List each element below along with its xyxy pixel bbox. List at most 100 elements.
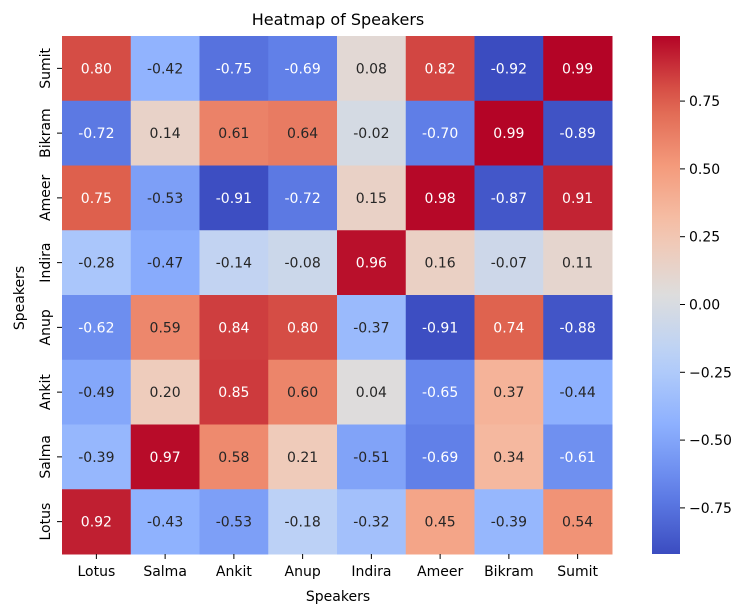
cell-value-label: 0.85 [218,385,249,401]
cell-value-label: 0.14 [150,126,181,142]
cell-value-label: -0.49 [78,385,114,401]
heatmap-cell [337,489,407,555]
chart-title: Heatmap of Speakers [252,10,425,29]
heatmap-cell [337,230,407,296]
heatmap-cell [268,165,338,231]
cell-value-label: -0.53 [147,191,183,207]
colorbar-tick-label: −0.25 [689,365,732,381]
cell-value-label: 0.58 [218,450,249,466]
x-tick-label: Indira [351,564,391,580]
cell-value-label: 0.08 [356,61,387,77]
cell-value-label: 0.20 [150,385,181,401]
heatmap-cell [337,424,407,490]
x-tick-label: Bikram [484,564,534,580]
cell-value-label: 0.59 [150,320,181,336]
heatmap-cell [199,295,269,361]
cell-value-label: -0.62 [78,320,114,336]
heatmap-cell [268,489,338,555]
x-axis-label: Speakers [306,589,370,605]
cell-value-label: -0.69 [285,61,321,77]
cell-value-label: -0.02 [353,126,389,142]
cell-value-label: 0.61 [218,126,249,142]
heatmap-cell [62,230,132,296]
y-tick-label: Salma [38,435,54,479]
heatmap-cell [405,36,475,102]
cell-value-label: -0.37 [353,320,389,336]
cell-value-label: -0.72 [285,191,321,207]
y-tick-label: Lotus [38,503,54,541]
cell-value-label: -0.65 [422,385,458,401]
y-tick-label: Ameer [38,175,54,221]
cell-value-label: -0.32 [353,515,389,531]
heatmap-cell [405,100,475,166]
heatmap-cell [199,230,269,296]
heatmap-cell [62,359,132,425]
heatmap-cell [199,489,269,555]
x-tick-label: Ankit [216,564,252,580]
colorbar: −0.75 −0.50 −0.25 0.00 0.25 0.50 0.75 [652,36,732,554]
y-tick-label: Bikram [38,108,54,158]
heatmap-cell-labels: 0.80 -0.42 -0.75 -0.69 0.08 0.82 -0.92 0.99 -0.7… [78,61,596,530]
cell-value-label: -0.44 [560,385,596,401]
heatmap-cell [543,359,613,425]
colorbar-tick-label: 0.50 [689,162,720,178]
heatmap-cell [474,295,544,361]
cell-value-label: -0.39 [491,515,527,531]
cell-value-label: -0.88 [560,320,596,336]
heatmap-cell [130,36,200,102]
cell-value-label: -0.75 [216,61,252,77]
heatmap-cell [268,36,338,102]
heatmap-cell [474,100,544,166]
cell-value-label: 0.75 [81,191,112,207]
cell-value-label: -0.61 [560,450,596,466]
heatmap-cell [199,165,269,231]
heatmap-cell [199,359,269,425]
heatmap-cell [130,359,200,425]
heatmap-cell [62,424,132,490]
cell-value-label: -0.53 [216,515,252,531]
cell-value-label: -0.92 [491,61,527,77]
heatmap-cell [130,424,200,490]
cell-value-label: 0.92 [81,515,112,531]
heatmap-cell [268,359,338,425]
x-tick-label: Salma [143,564,187,580]
cell-value-label: 0.34 [493,450,524,466]
heatmap-cell [405,424,475,490]
cell-value-label: 0.84 [218,320,249,336]
heatmap-cell [543,424,613,490]
cell-value-label: -0.14 [216,256,252,272]
heatmap-cell [405,295,475,361]
cell-value-label: -0.39 [78,450,114,466]
heatmap-cell [62,165,132,231]
x-axis-ticks: Lotus Salma Ankit Anup Indira Ameer Bikram Sumi… [77,554,599,580]
heatmap-cell [543,165,613,231]
cell-value-label: -0.47 [147,256,183,272]
cell-value-label: 0.16 [425,256,456,272]
heatmap-cell [130,489,200,555]
x-tick-label: Lotus [77,564,115,580]
x-tick-label: Ameer [417,564,463,580]
cell-value-label: 0.99 [493,126,524,142]
heatmap-cell [130,100,200,166]
cell-value-label: -0.18 [285,515,321,531]
cell-value-label: 0.74 [493,320,524,336]
heatmap-cell [543,230,613,296]
cell-value-label: 0.82 [425,61,456,77]
heatmap-cell [268,424,338,490]
heatmap-cell [199,100,269,166]
cell-value-label: -0.70 [422,126,458,142]
heatmap-cell [405,165,475,231]
cell-value-label: -0.91 [216,191,252,207]
heatmap-cell [337,36,407,102]
colorbar-gradient [652,36,680,554]
y-tick-label: Sumit [38,47,54,88]
cell-value-label: 0.64 [287,126,318,142]
y-axis-ticks: Sumit Bikram Ameer Indira Anup Ankit Salma Lotu… [38,47,62,541]
cell-value-label: -0.91 [422,320,458,336]
heatmap-cell [337,100,407,166]
heatmap-cell [474,165,544,231]
cell-value-label: 0.97 [150,450,181,466]
x-tick-label: Sumit [557,564,598,580]
y-tick-label: Indira [38,243,54,283]
heatmap-cell [543,295,613,361]
